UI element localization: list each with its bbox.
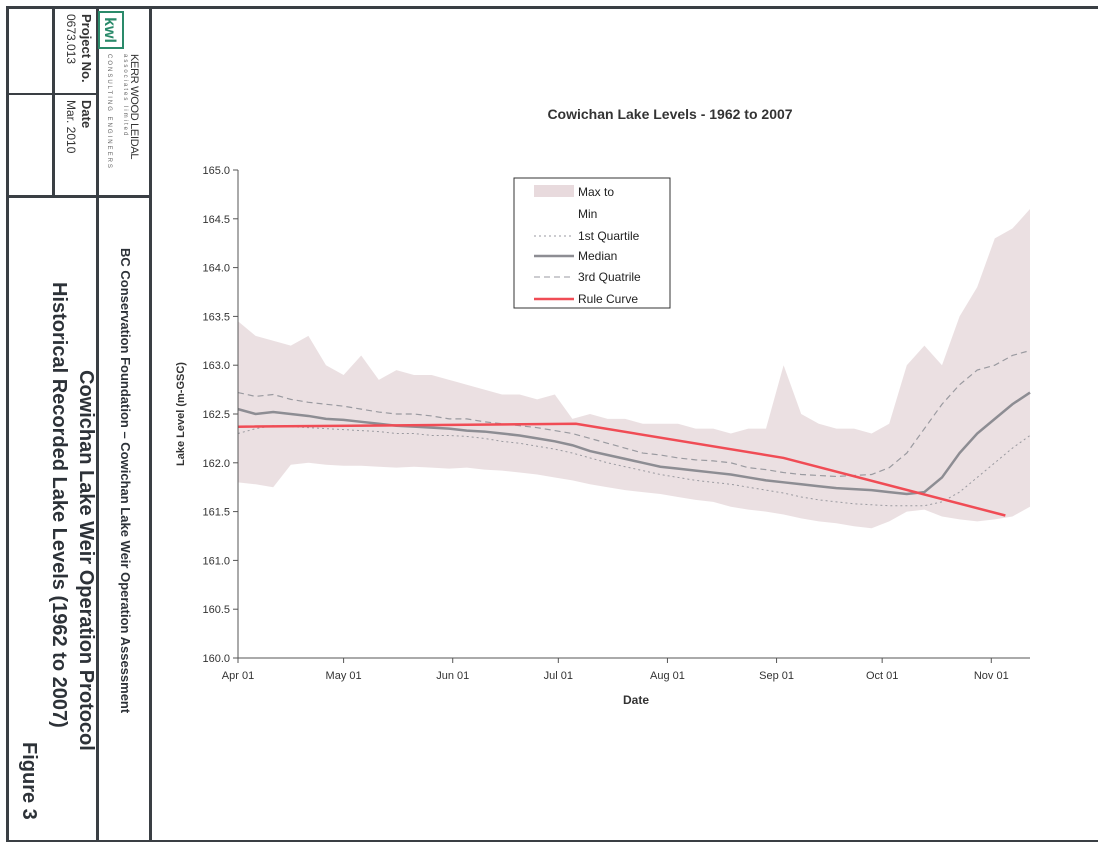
divider [52, 6, 55, 196]
x-tick-label: Jun 01 [436, 670, 469, 682]
x-tick-label: Oct 01 [866, 670, 898, 682]
y-tick-label: 162.0 [202, 458, 230, 470]
legend-entry-label: Min [578, 207, 597, 221]
y-tick-label: 164.5 [202, 214, 230, 226]
y-tick-label: 161.5 [202, 507, 230, 519]
legend-entry-label: Rule Curve [578, 292, 638, 306]
series-band-max-min [238, 209, 1030, 529]
series-3rd-quartile [237, 349, 1031, 478]
legend-entry-label: Median [578, 249, 617, 263]
logo-text: kwl [101, 17, 118, 43]
x-tick-label: Nov 01 [974, 670, 1009, 682]
x-tick-label: May 01 [326, 670, 362, 682]
divider [6, 195, 152, 198]
company-logo: kwl [97, 10, 127, 50]
y-tick-label: 163.0 [202, 360, 230, 372]
series-1st-quartile [237, 425, 1031, 507]
legend-box [513, 177, 671, 309]
y-tick-label: 164.0 [202, 263, 230, 275]
y-tick-label: 165.0 [202, 165, 230, 177]
chart-title: Cowichan Lake Levels - 1962 to 2007 [547, 106, 793, 122]
x-tick-label: Jul 01 [544, 670, 573, 682]
divider [96, 6, 99, 842]
page-frame [6, 6, 1098, 842]
y-tick-label: 163.5 [202, 311, 230, 323]
legend-entry-label: 1st Quartile [578, 229, 640, 243]
legend-swatch-band [534, 185, 574, 197]
legend-entry-label: Max to [578, 185, 614, 199]
divider [6, 93, 96, 95]
series-rule-curve [237, 422, 1006, 517]
title-block [6, 6, 152, 842]
y-axis-label: Lake Level (m-GSC) [175, 362, 187, 466]
y-tick-label: 161.0 [202, 555, 230, 567]
y-tick-label: 162.5 [202, 409, 230, 421]
legend-entry-label: 3rd Quatrile [578, 270, 641, 284]
y-tick-label: 160.0 [202, 653, 230, 665]
x-axis-label: Date [623, 693, 649, 707]
y-tick-label: 160.5 [202, 604, 230, 616]
series-median [237, 391, 1031, 496]
divider [149, 6, 152, 842]
x-tick-label: Sep 01 [759, 670, 794, 682]
x-tick-label: Aug 01 [650, 670, 685, 682]
x-tick-label: Apr 01 [222, 670, 254, 682]
